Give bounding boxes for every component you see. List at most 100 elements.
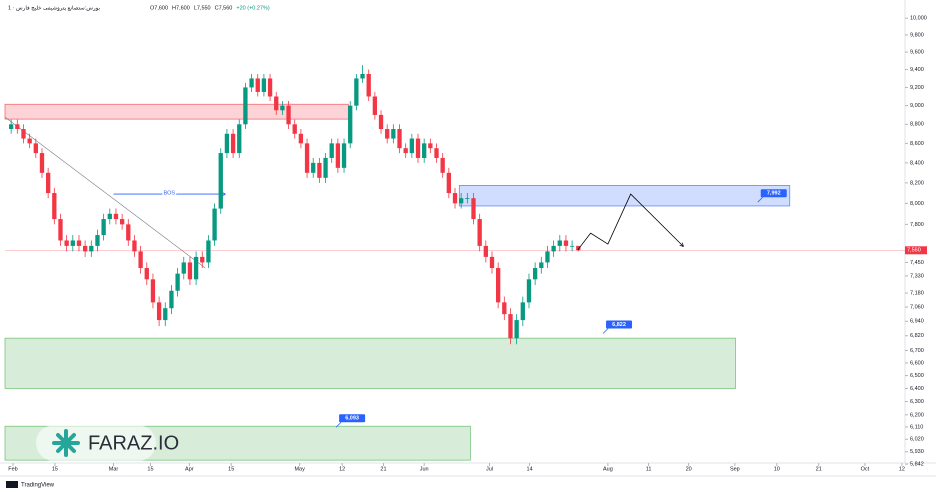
price-tag-pointer: [757, 196, 764, 203]
footer-text: TradingView: [21, 483, 55, 489]
logo-icon: [52, 429, 80, 457]
candle-body: [70, 240, 75, 246]
y-tick-label: 6,820: [910, 333, 924, 339]
x-tick-label: 15: [228, 466, 234, 472]
x-tick-label: 21: [816, 466, 822, 472]
y-tick-label: 7,800: [910, 222, 924, 228]
y-tick-label: 5,842: [910, 462, 924, 468]
y-tick-label: 6,700: [910, 348, 924, 354]
candle-body: [249, 78, 254, 88]
candle-body: [341, 143, 347, 168]
candle-body: [323, 157, 328, 178]
y-tick-label: 8,400: [910, 160, 924, 166]
ohlc-item: C7,560: [215, 5, 233, 11]
candle-body: [483, 245, 488, 257]
candle-body: [95, 235, 100, 246]
candle-body: [446, 172, 451, 194]
candle-body: [354, 78, 359, 106]
y-tick-label: 7,330: [910, 273, 924, 279]
candle-body: [304, 143, 310, 173]
candle-body: [101, 219, 106, 236]
candle-body: [311, 162, 316, 173]
candle-body: [76, 240, 82, 246]
y-tick-label: 8,000: [910, 201, 924, 207]
candle-body: [9, 124, 14, 130]
candle-body: [169, 290, 174, 309]
candle-body: [360, 74, 365, 79]
x-tick-label: 14: [527, 466, 533, 472]
y-tick-label: 5,930: [910, 449, 924, 455]
y-tick-label: 7,180: [910, 291, 924, 297]
candle-body: [261, 78, 267, 92]
candle-body: [144, 268, 149, 280]
x-tick-label: Feb: [8, 466, 17, 472]
y-tick-label: 7,450: [910, 260, 924, 266]
candle-body: [27, 138, 32, 144]
last-price-box: [905, 246, 927, 255]
candle-body: [286, 105, 291, 125]
footer-logo: [6, 481, 18, 488]
candle-body: [267, 78, 273, 97]
candle-body: [563, 240, 569, 246]
y-tick-label: 6,400: [910, 386, 924, 392]
candle-body: [403, 148, 408, 154]
y-tick-label: 6,110: [910, 424, 923, 430]
y-tick-label: 9,800: [910, 32, 924, 38]
candle-body: [15, 124, 20, 130]
candle-body: [409, 138, 415, 154]
candle-body: [514, 320, 519, 339]
y-tick-label: 6,940: [910, 319, 924, 325]
y-tick-label: 6,600: [910, 360, 924, 366]
y-tick-label: 9,000: [910, 103, 924, 109]
x-tick-label: 21: [380, 466, 386, 472]
candle-body: [385, 129, 390, 139]
candle-body: [39, 153, 45, 173]
x-tick-label: Jul: [486, 466, 493, 472]
candle-body: [545, 251, 550, 263]
candle-body: [434, 148, 439, 158]
candle-body: [551, 245, 556, 252]
price-tag-box: [339, 414, 366, 423]
watermark: FARAZ.IO: [36, 425, 179, 461]
y-tick-label: 6,500: [910, 373, 924, 379]
x-tick-label: Apr: [185, 466, 194, 472]
candle-body: [119, 219, 125, 225]
candle-body: [255, 78, 260, 92]
candle-body: [45, 172, 51, 194]
candle-body: [335, 143, 341, 168]
zone: [4, 103, 349, 120]
candle-body: [366, 74, 371, 97]
candle-body: [391, 129, 396, 139]
x-tick-label: 12: [899, 466, 905, 472]
ohlc-item: +20 (+0.27%): [236, 5, 269, 11]
candle-body: [280, 105, 285, 111]
candle-body: [520, 302, 525, 321]
candle-body: [274, 96, 279, 111]
y-tick-label: 7,060: [910, 304, 924, 310]
price-tag-label: 6,822: [612, 322, 626, 328]
price-tag-pointer: [602, 328, 609, 334]
candle-body: [193, 256, 199, 280]
candle-body: [107, 213, 112, 220]
candle-body: [428, 143, 433, 149]
candle-body: [230, 133, 236, 154]
x-tick-label: Mar: [109, 466, 119, 472]
candle-body: [298, 133, 304, 144]
candle-body: [224, 133, 230, 154]
candle-body: [378, 114, 384, 130]
x-tick-label: 15: [147, 466, 153, 472]
candle-body: [459, 198, 464, 204]
candle-body: [471, 198, 476, 220]
candle-body: [58, 219, 63, 241]
candle-body: [206, 240, 211, 263]
ohlc-legend: O7,600 H7,600 L7,550 C7,560 +20 (+0.27%): [150, 5, 270, 11]
trendline: [4, 116, 206, 269]
candle-body: [150, 279, 156, 303]
x-tick-label: 10: [774, 466, 780, 472]
y-tick-label: 8,200: [910, 180, 924, 186]
candle-body: [52, 193, 57, 220]
candle-body: [138, 251, 143, 269]
candle-body: [237, 124, 242, 154]
candle-body: [175, 273, 180, 291]
